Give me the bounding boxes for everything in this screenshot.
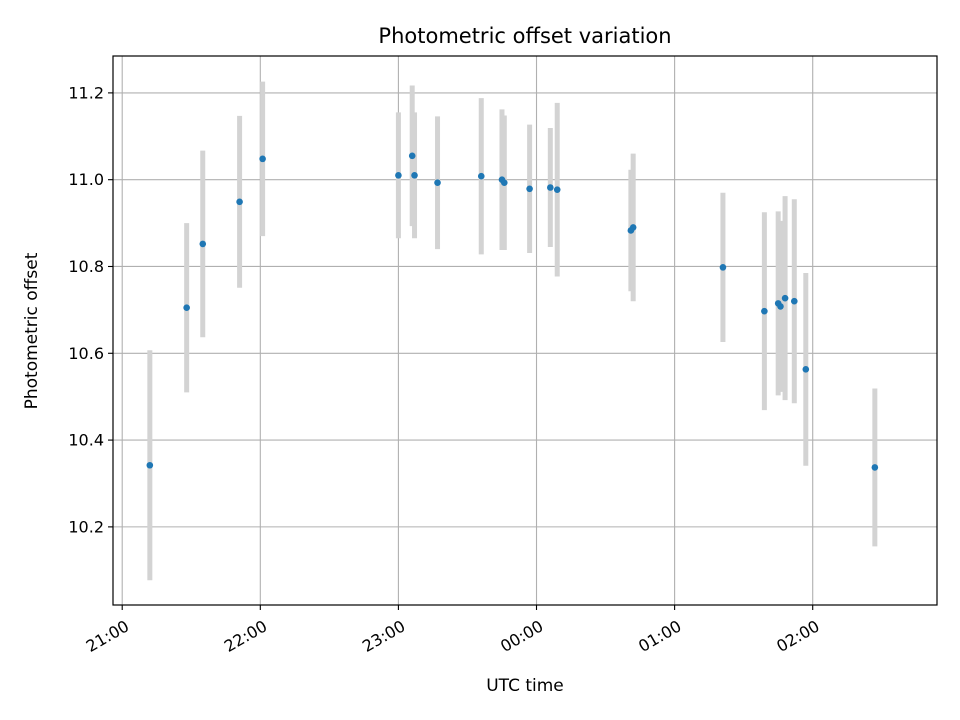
- x-axis-title: UTC time: [486, 676, 564, 696]
- data-point: [553, 186, 561, 193]
- data-point: [411, 172, 418, 179]
- data-point: [183, 304, 190, 312]
- data-points: [146, 152, 879, 471]
- plot-frame: [112, 55, 938, 606]
- data-point: [434, 179, 441, 187]
- y-axis-title: Photometric offset: [22, 252, 42, 409]
- data-point: [199, 240, 207, 248]
- y-tick-label: 10.6: [68, 344, 104, 363]
- y-tick-label: 11.2: [68, 83, 104, 102]
- data-point: [526, 185, 533, 193]
- chart-title: Photometric offset variation: [378, 24, 671, 48]
- data-point: [236, 198, 243, 206]
- data-point: [761, 307, 768, 315]
- data-point: [395, 172, 402, 179]
- data-point: [408, 152, 416, 160]
- data-point: [871, 464, 879, 471]
- data-point: [547, 184, 554, 191]
- data-point: [777, 303, 784, 310]
- data-point: [477, 172, 485, 180]
- data-point: [629, 224, 637, 231]
- data-point: [146, 461, 154, 469]
- y-axis-ticks: 10.2 10.4 10.6 10.8 11.0 11.2: [68, 83, 113, 536]
- data-point: [719, 264, 727, 271]
- y-tick-label: 10.8: [68, 257, 104, 276]
- data-point: [790, 297, 798, 305]
- y-tick-label: 10.4: [68, 431, 104, 450]
- data-point: [259, 155, 266, 163]
- y-tick-label: 11.0: [68, 170, 104, 189]
- data-point: [500, 179, 508, 187]
- data-point: [802, 366, 810, 373]
- data-point: [781, 294, 789, 302]
- y-tick-label: 10.2: [68, 517, 104, 536]
